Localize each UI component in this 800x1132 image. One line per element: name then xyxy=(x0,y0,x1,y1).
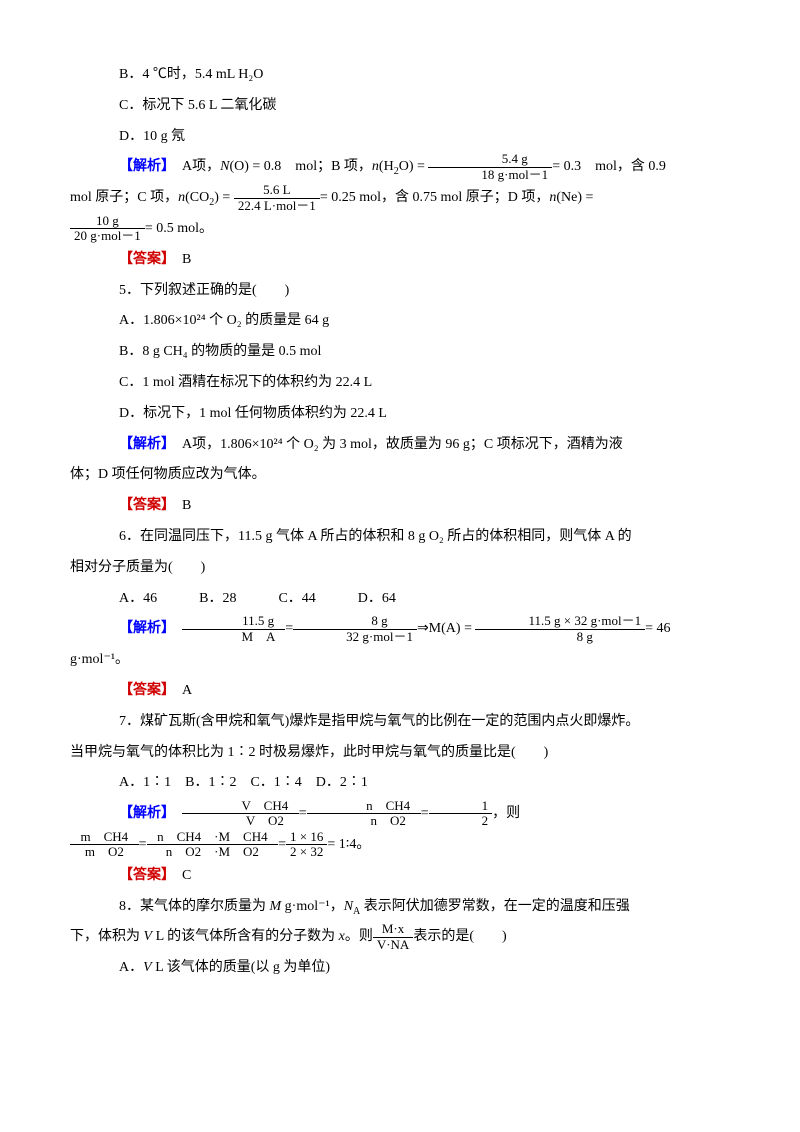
option-c: C．标况下 5.6 L 二氧化碳 xyxy=(70,91,730,122)
q7-stem-line2: 当甲烷与氧气的体积比为 1∶2 时极易爆炸，此时甲烷与氧气的质量比是( ) xyxy=(70,738,730,769)
q5-option-b: B．8 g CH₄ 的物质的量是 0.5 mol xyxy=(70,337,730,368)
q8-stem-line1: 8．某气体的摩尔质量为 M g·mol⁻¹，NA 表示阿伏加德罗常数，在一定的温… xyxy=(70,892,730,923)
q5-explanation-line2: 体；D 项任何物质应改为气体。 xyxy=(70,460,730,491)
q7-answer: 【答案】 C xyxy=(70,861,730,892)
q5-option-a: A．1.806×10²⁴ 个 O₂ 的质量是 64 g xyxy=(70,306,730,337)
q6-answer: 【答案】 A xyxy=(70,676,730,707)
q4-explanation-line3: 10 g20 g·mol－1= 0.5 mol。 xyxy=(70,214,730,245)
q4-explanation-line2: mol 原子；C 项，n(CO2) = 5.6 L22.4 L·mol－1= 0… xyxy=(70,183,730,214)
q5-stem: 5．下列叙述正确的是( ) xyxy=(70,276,730,307)
option-b: B．4 ℃时，5.4 mL H₂O xyxy=(70,60,730,91)
q5-option-c: C．1 mol 酒精在标况下的体积约为 22.4 L xyxy=(70,368,730,399)
q6-options: A．46 B．28 C．44 D．64 xyxy=(70,584,730,615)
q7-explanation-line2: m CH4 m O2 =n CH4 ·M CH4 n O2 ·M O2 =1 ×… xyxy=(70,830,730,861)
q7-stem-line1: 7．煤矿瓦斯(含甲烷和氧气)爆炸是指甲烷与氧气的比例在一定的范围内点火即爆炸。 xyxy=(70,707,730,738)
q7-explanation-line1: 【解析】 V CH4 V O2 =n CH4 n O2 =12，则 xyxy=(70,799,730,830)
q6-stem-line2: 相对分子质量为( ) xyxy=(70,553,730,584)
q7-options: A．1∶1 B．1∶2 C．1∶4 D．2∶1 xyxy=(70,768,730,799)
q5-option-d: D．标况下，1 mol 任何物质体积约为 22.4 L xyxy=(70,399,730,430)
q4-explanation-line1: 【解析】 A项，N(O) = 0.8 mol；B 项，n(H2O) = 5.4 … xyxy=(70,152,730,183)
q5-answer: 【答案】 B xyxy=(70,491,730,522)
q6-explanation: 【解析】 11.5 gM A =8 g32 g·mol－1⇒M(A) = 11.… xyxy=(70,614,730,676)
q6-stem-line1: 6．在同温同压下，11.5 g 气体 A 所占的体积和 8 g O₂ 所占的体积… xyxy=(70,522,730,553)
option-d: D．10 g 氖 xyxy=(70,122,730,153)
q4-answer: 【答案】 B xyxy=(70,245,730,276)
q8-option-a: A．V L 该气体的质量(以 g 为单位) xyxy=(70,953,730,984)
q5-explanation-line1: 【解析】 A项，1.806×10²⁴ 个 O₂ 为 3 mol，故质量为 96 … xyxy=(70,430,730,461)
q8-stem-line2: 下，体积为 V L 的该气体所含有的分子数为 x。则M·xV·NA表示的是( ) xyxy=(70,922,730,953)
